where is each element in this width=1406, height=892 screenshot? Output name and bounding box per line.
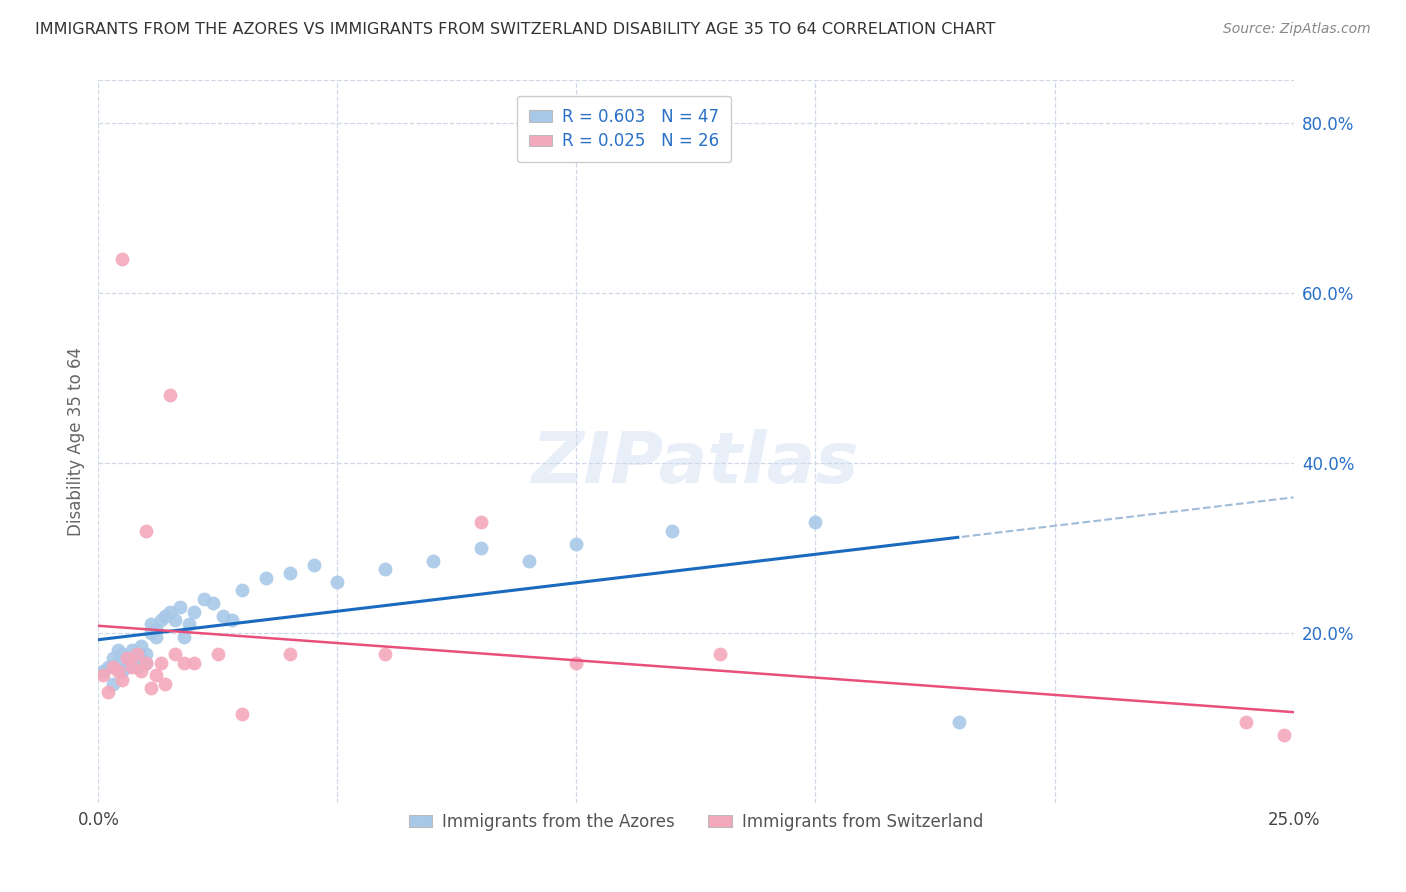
Point — [278, 647, 301, 661]
Point — [254, 570, 277, 584]
Point — [121, 642, 143, 657]
Point — [101, 660, 124, 674]
Point — [183, 656, 205, 670]
Point — [202, 596, 225, 610]
Point — [948, 714, 970, 729]
Point — [709, 647, 731, 661]
Point — [145, 630, 167, 644]
Point — [111, 673, 134, 687]
Point — [221, 613, 243, 627]
Text: Source: ZipAtlas.com: Source: ZipAtlas.com — [1223, 22, 1371, 37]
Point — [125, 660, 148, 674]
Point — [121, 656, 143, 670]
Point — [135, 647, 157, 661]
Point — [183, 605, 205, 619]
Point — [125, 647, 148, 661]
Point — [1234, 714, 1257, 729]
Point — [115, 651, 138, 665]
Y-axis label: Disability Age 35 to 64: Disability Age 35 to 64 — [66, 347, 84, 536]
Point — [211, 608, 233, 623]
Point — [422, 553, 444, 567]
Point — [101, 651, 124, 665]
Point — [149, 656, 172, 670]
Point — [125, 647, 148, 661]
Point — [107, 656, 129, 670]
Point — [661, 524, 683, 538]
Point — [145, 668, 167, 682]
Point — [97, 660, 120, 674]
Point — [374, 647, 396, 661]
Point — [169, 600, 191, 615]
Point — [302, 558, 325, 572]
Point — [326, 574, 349, 589]
Point — [193, 591, 215, 606]
Point — [278, 566, 301, 581]
Point — [1272, 728, 1295, 742]
Text: IMMIGRANTS FROM THE AZORES VS IMMIGRANTS FROM SWITZERLAND DISABILITY AGE 35 TO 6: IMMIGRANTS FROM THE AZORES VS IMMIGRANTS… — [35, 22, 995, 37]
Point — [111, 647, 134, 661]
Point — [131, 651, 153, 665]
Point — [804, 516, 827, 530]
Point — [155, 608, 177, 623]
Text: ZIPatlas: ZIPatlas — [533, 429, 859, 498]
Point — [139, 617, 162, 632]
Point — [155, 677, 177, 691]
Point — [139, 625, 162, 640]
Point — [374, 562, 396, 576]
Point — [115, 651, 138, 665]
Point — [207, 647, 229, 661]
Legend: Immigrants from the Azores, Immigrants from Switzerland: Immigrants from the Azores, Immigrants f… — [402, 806, 990, 838]
Point — [565, 536, 588, 550]
Point — [163, 647, 186, 661]
Point — [163, 613, 186, 627]
Point — [135, 656, 157, 670]
Point — [149, 613, 172, 627]
Point — [145, 622, 167, 636]
Point — [111, 252, 134, 266]
Point — [565, 656, 588, 670]
Point — [231, 706, 253, 721]
Point — [470, 516, 492, 530]
Point — [107, 664, 129, 678]
Point — [179, 617, 201, 632]
Point — [139, 681, 162, 695]
Point — [91, 664, 114, 678]
Point — [231, 583, 253, 598]
Point — [121, 660, 143, 674]
Point — [517, 553, 540, 567]
Point — [107, 642, 129, 657]
Point — [111, 664, 134, 678]
Point — [173, 656, 195, 670]
Point — [159, 605, 181, 619]
Point — [115, 660, 138, 674]
Point — [470, 541, 492, 555]
Point — [101, 677, 124, 691]
Point — [135, 524, 157, 538]
Point — [135, 656, 157, 670]
Point — [159, 388, 181, 402]
Point — [97, 685, 120, 699]
Point — [91, 668, 114, 682]
Point — [131, 639, 153, 653]
Point — [131, 664, 153, 678]
Point — [173, 630, 195, 644]
